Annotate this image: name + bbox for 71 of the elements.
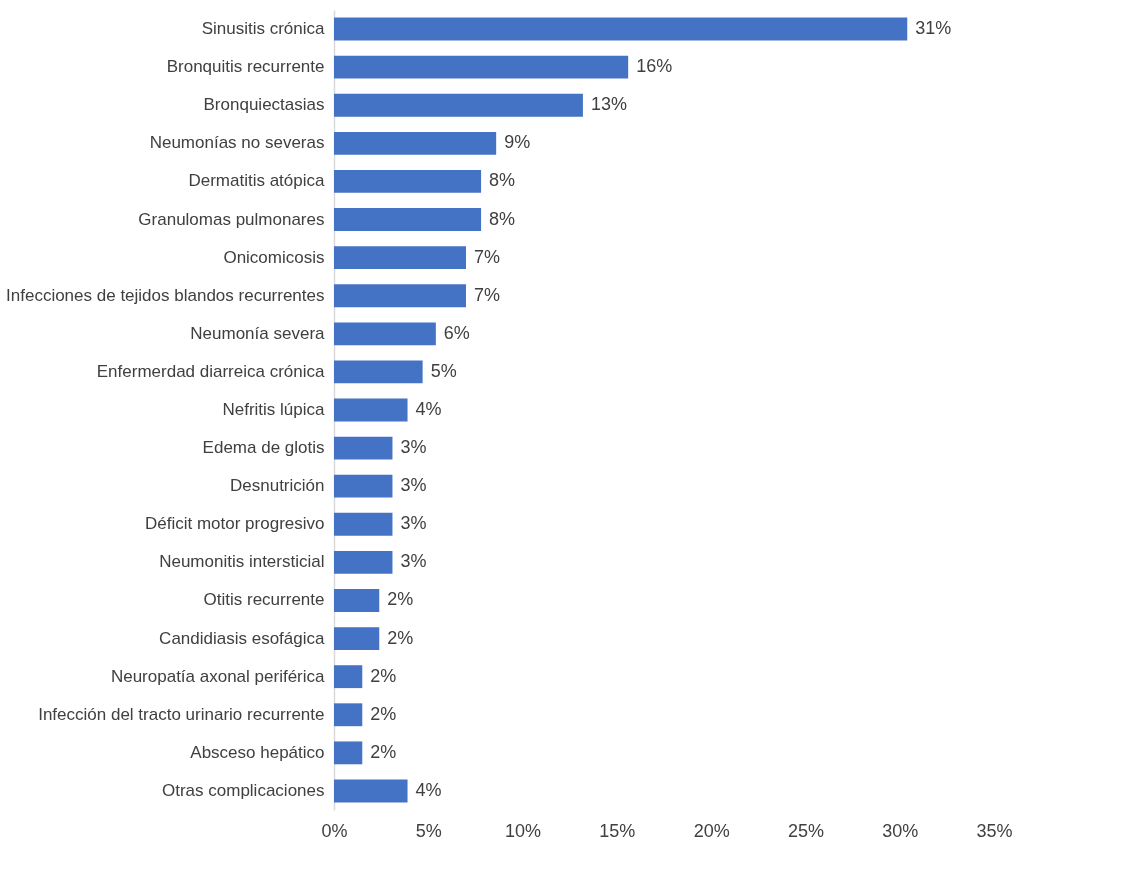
y-tick-label: Neuropatía axonal periférica: [110, 666, 326, 686]
y-tick-label: Desnutrición: [230, 476, 325, 496]
y-tick-label: Edema de glotis: [202, 438, 325, 458]
bar: [334, 360, 423, 384]
bar: [334, 55, 629, 79]
bar: [334, 741, 363, 765]
text: 7%: [474, 284, 501, 305]
text: 2%: [387, 589, 414, 610]
y-tick-label: Absceso hepático: [190, 742, 325, 762]
y-tick-label: Otitis recurrente: [203, 590, 325, 610]
y-tick-label: Granulomas pulmonares: [138, 209, 325, 229]
text: 8%: [489, 208, 516, 229]
text: 2%: [370, 703, 397, 724]
text: 31%: [915, 18, 952, 39]
bar: [334, 665, 363, 689]
bar: [334, 398, 408, 422]
x-tick-label: 0%: [321, 820, 348, 841]
text: 16%: [636, 56, 673, 77]
y-tick-label: Infecciones de tejidos blandos recurrentes: [6, 285, 325, 305]
y-tick-label: Dermatitis atópica: [188, 171, 326, 191]
x-tick-label: 25%: [787, 820, 824, 841]
bar: [334, 170, 482, 193]
x-tick-label: 30%: [882, 820, 919, 841]
text: 13%: [590, 94, 627, 115]
bar: [334, 208, 482, 231]
y-tick-label: Candidiasis esofágica: [159, 628, 326, 648]
x-tick-label: 15%: [599, 820, 636, 841]
bar: [334, 284, 466, 308]
bar: [334, 703, 363, 727]
y-tick-label: Neumonía severa: [190, 323, 326, 343]
x-tick-label: 35%: [976, 820, 1013, 841]
x-tick-label: 10%: [505, 820, 542, 841]
y-tick-label: Otras complicaciones: [161, 780, 325, 800]
text: 5%: [430, 360, 457, 381]
y-tick-label: Nefritis lúpica: [222, 400, 326, 419]
text: 3%: [400, 513, 427, 534]
bar: [334, 779, 408, 803]
bar: [334, 627, 380, 650]
text: 8%: [489, 170, 516, 191]
y-tick-label: Infección del tracto urinario recurrente: [38, 704, 325, 724]
text: 6%: [443, 322, 470, 343]
bar: [334, 17, 908, 41]
bar: [334, 512, 393, 536]
y-tick-label: Bronquitis recurrente: [166, 57, 325, 77]
text: 2%: [387, 627, 414, 648]
y-tick-label: Neumonitis intersticial: [159, 552, 325, 572]
x-tick-label: 5%: [415, 820, 442, 841]
bar: [334, 589, 380, 612]
bar: [334, 131, 497, 155]
bar: [334, 436, 393, 460]
text: 2%: [370, 741, 397, 762]
bar: [334, 93, 583, 117]
bar: [334, 322, 436, 346]
x-tick-label: 20%: [693, 820, 730, 841]
text: 4%: [415, 399, 442, 419]
y-tick-label: Neumonías no severas: [149, 133, 325, 153]
y-tick-label: Enfermerdad diarreica crónica: [96, 361, 326, 381]
text: 9%: [504, 132, 531, 153]
text: 7%: [474, 246, 501, 267]
y-tick-label: Bronquiectasias: [203, 95, 325, 115]
text: 4%: [415, 779, 442, 800]
text: 3%: [400, 551, 427, 572]
y-tick-label: Sinusitis crónica: [201, 19, 326, 39]
text: 3%: [400, 475, 427, 496]
y-tick-label: Onicomicosis: [223, 247, 325, 267]
bar: [334, 246, 466, 270]
bar: [334, 474, 393, 498]
bar: [334, 550, 393, 574]
text: 3%: [400, 437, 427, 458]
y-tick-label: Déficit motor progresivo: [144, 514, 325, 534]
text: 2%: [370, 665, 397, 686]
